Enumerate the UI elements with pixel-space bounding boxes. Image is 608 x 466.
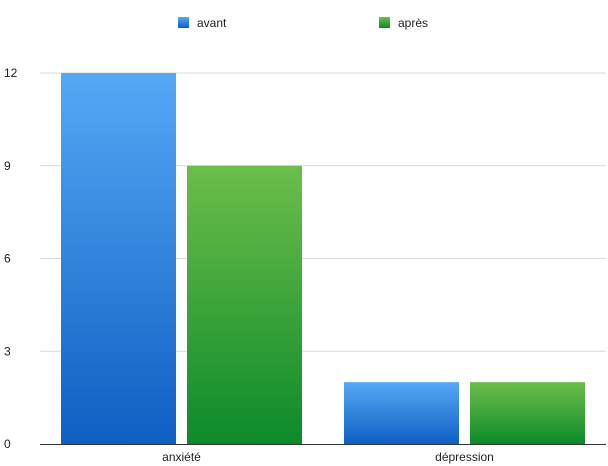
x-category-label: anxiété — [162, 450, 201, 464]
bar-après-anxiété — [187, 165, 302, 444]
legend: avant après — [178, 16, 428, 30]
legend-label: après — [398, 16, 428, 30]
y-tick-label: 3 — [4, 344, 11, 358]
bar-avant-dépression — [344, 382, 459, 444]
y-tick-label: 0 — [4, 437, 11, 451]
bar-après-dépression — [470, 382, 585, 444]
legend-swatch-après — [379, 17, 390, 28]
y-tick-label: 12 — [4, 66, 18, 80]
legend-swatch-avant — [178, 17, 189, 28]
axes: 0 3 6 9 12 anxiété dépression — [4, 66, 606, 464]
y-tick-label: 9 — [4, 159, 11, 173]
y-tick-label: 6 — [4, 252, 11, 266]
legend-label: avant — [197, 16, 227, 30]
bars — [61, 73, 585, 444]
bar-avant-anxiété — [61, 73, 176, 444]
x-category-label: dépression — [435, 450, 494, 464]
